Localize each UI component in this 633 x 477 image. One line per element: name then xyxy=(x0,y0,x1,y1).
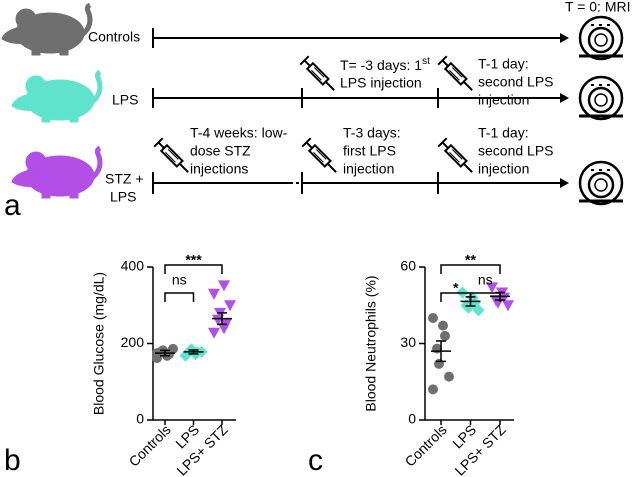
y-axis-label: Blood Neutrophils (%) xyxy=(363,275,379,411)
group-label: LPS xyxy=(110,189,136,205)
mri-icon xyxy=(577,75,625,121)
data-point xyxy=(208,327,220,339)
y-tick-label: 0 xyxy=(136,411,144,427)
significance-bracket xyxy=(440,264,501,274)
group-label: Controls xyxy=(88,29,140,45)
syringe-icon xyxy=(299,55,340,96)
mri-icon xyxy=(577,160,625,206)
significance-label: ns xyxy=(172,272,187,288)
group-label: LPS xyxy=(112,92,138,108)
data-point xyxy=(440,330,450,341)
annotation-text: T= -3 days: 1 xyxy=(340,57,422,73)
significance-label: *** xyxy=(185,252,202,268)
error-bar xyxy=(217,312,227,326)
significance-bracket xyxy=(469,292,501,302)
significance-bracket xyxy=(164,292,195,302)
mouse-icon xyxy=(2,5,90,55)
data-point xyxy=(218,280,230,292)
data-point xyxy=(472,304,485,317)
mri-label: T = 0: MRI xyxy=(565,0,630,15)
data-point xyxy=(492,297,504,309)
annotation: injections xyxy=(190,161,248,177)
error-bar xyxy=(160,349,170,357)
syringe-icon xyxy=(437,55,478,96)
syringe-icon xyxy=(301,137,342,178)
data-point xyxy=(168,343,178,354)
y-tick-label: 0 xyxy=(408,411,416,427)
mri-icon xyxy=(577,15,625,61)
significance-label: ns xyxy=(478,272,493,288)
mouse-icon xyxy=(12,72,100,122)
y-tick-label: 60 xyxy=(400,258,416,274)
timeline-lines xyxy=(152,28,560,194)
data-point xyxy=(438,320,448,331)
superscript: st xyxy=(422,56,430,67)
data-point xyxy=(224,300,236,312)
annotation: injection xyxy=(343,161,394,177)
annotation: T-1 day: xyxy=(478,125,529,141)
panel-letter: b xyxy=(4,444,21,477)
y-tick-label: 30 xyxy=(400,334,416,350)
arrowheads xyxy=(560,33,569,188)
panel-letter: c xyxy=(308,444,323,477)
significance-label: ** xyxy=(465,252,476,268)
annotation: second LPS xyxy=(478,143,554,159)
x-tick-label: Controls xyxy=(402,421,450,469)
annotation: second LPS xyxy=(478,74,554,90)
x-tick-label: Controls xyxy=(126,421,174,469)
annotation: LPS injection xyxy=(340,75,422,91)
data-point xyxy=(208,288,220,300)
syringe-icon xyxy=(153,137,194,178)
data-point xyxy=(502,300,514,312)
annotation: T-4 weeks: low- xyxy=(190,125,288,141)
annotation: injection xyxy=(478,92,529,108)
annotation: T-1 day: xyxy=(478,56,529,72)
panel-letter: a xyxy=(4,189,21,222)
annotation: first LPS xyxy=(343,143,396,159)
data-point xyxy=(428,384,438,395)
annotation: dose STZ xyxy=(190,143,251,159)
syringe-icon xyxy=(437,137,478,178)
error-bar xyxy=(436,340,446,363)
annotation: T= -3 days: 1st xyxy=(340,56,430,73)
data-point xyxy=(212,314,224,326)
mouse-icon xyxy=(12,148,100,198)
group-label: STZ + xyxy=(105,171,144,187)
data-point xyxy=(434,358,444,369)
significance-label: * xyxy=(453,280,459,296)
data-point xyxy=(444,371,454,382)
significance-bracket xyxy=(164,264,223,274)
y-axis-label: Blood Glucose (mg/dL) xyxy=(91,272,107,415)
y-tick-label: 200 xyxy=(121,334,145,350)
data-point xyxy=(486,282,498,294)
data-point xyxy=(462,301,475,314)
error-bar xyxy=(188,349,199,355)
annotation: T-3 days: xyxy=(343,125,401,141)
data-point xyxy=(428,313,438,323)
annotation: injection xyxy=(478,161,529,177)
timeline: Controls LPS STZ + LPS T = 0: MRI T= -3 … xyxy=(2,0,630,222)
y-tick-label: 400 xyxy=(121,258,145,274)
